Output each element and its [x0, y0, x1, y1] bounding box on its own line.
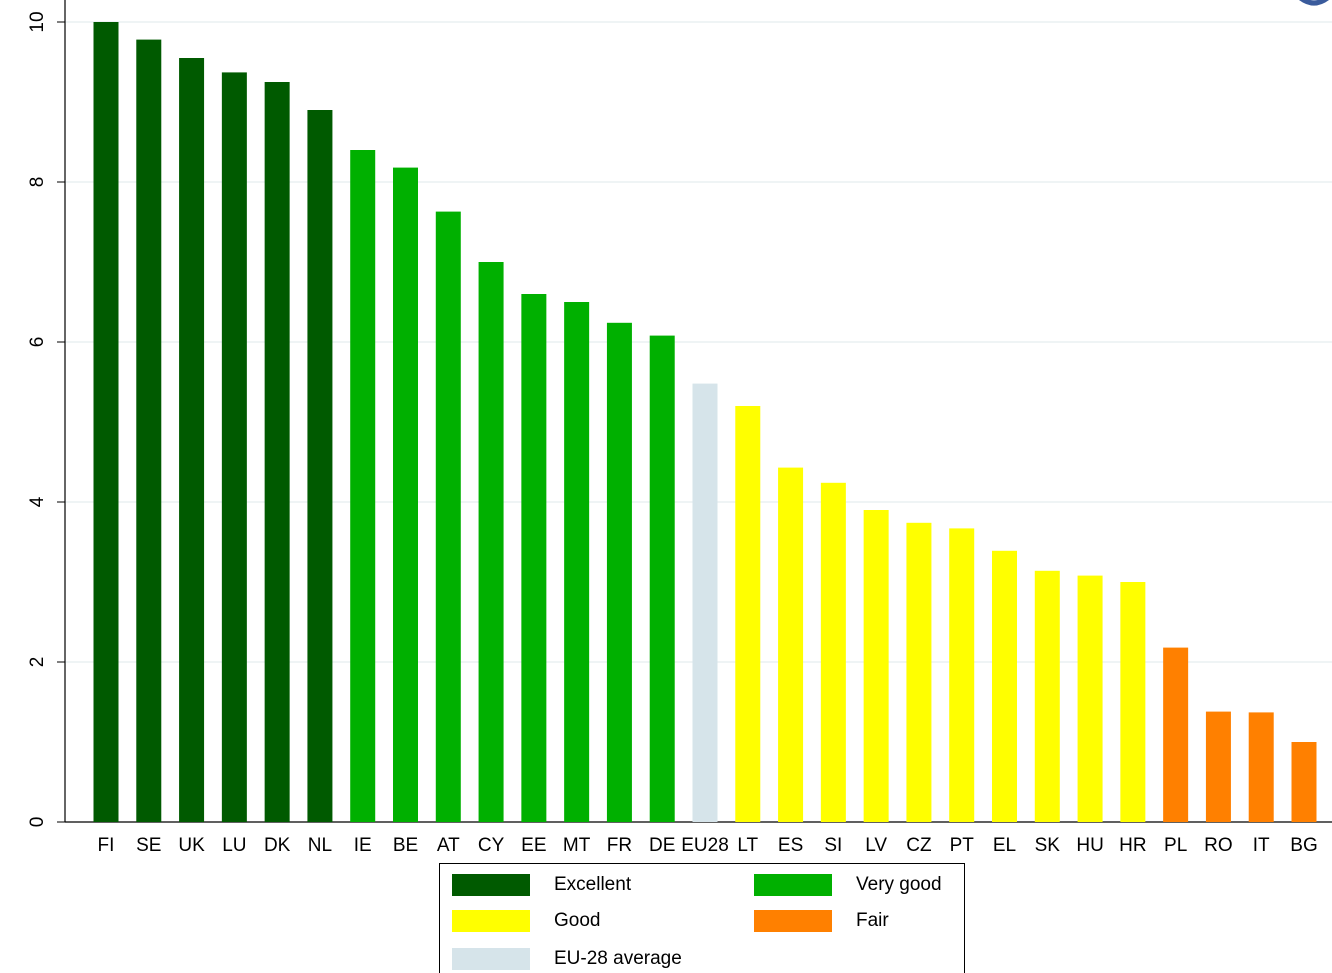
bar-cz [906, 522, 932, 822]
bar-ro [1205, 711, 1231, 822]
bar-lv [863, 510, 889, 822]
x-tick-label-nl: NL [308, 835, 332, 856]
legend-label-excellent: Excellent [554, 874, 632, 895]
x-tick-label-bg: BG [1290, 835, 1317, 856]
x-tick-label-at: AT [437, 835, 460, 856]
legend-swatch-very-good [754, 874, 832, 896]
x-tick-label-lu: LU [222, 835, 246, 856]
legend-item-very-good: Very good [754, 873, 942, 897]
bar-be [393, 167, 418, 823]
y-tick-label: 10 [27, 11, 48, 32]
y-tick-label: 2 [27, 657, 48, 668]
x-tick-label-be: BE [393, 835, 418, 856]
bar-fr [606, 322, 632, 822]
x-tick-label-si: SI [824, 835, 842, 856]
x-tick-label-ro: RO [1204, 835, 1233, 856]
x-tick-label-el: EL [993, 835, 1016, 856]
bar-es [778, 467, 804, 822]
x-tick-label-mt: MT [563, 835, 591, 856]
legend-label-fair: Fair [856, 910, 889, 931]
legend-item-good: Good [452, 909, 600, 933]
bar-fi [93, 22, 119, 822]
y-tick-label: 4 [27, 496, 48, 507]
legend-item-fair: Fair [754, 909, 889, 933]
x-tick-label-it: IT [1253, 835, 1270, 856]
y-tick-label: 0 [27, 817, 48, 828]
x-tick-label-lt: LT [737, 835, 758, 856]
x-tick-label-dk: DK [264, 835, 291, 856]
bar-hu [1077, 575, 1103, 822]
y-tick-label: 6 [27, 337, 48, 348]
bar-it [1248, 712, 1274, 822]
bar-cy [478, 262, 504, 822]
x-tick-label-hu: HU [1076, 835, 1103, 856]
bar-ie [350, 150, 376, 822]
bar-pl [1163, 647, 1189, 822]
legend-swatch-excellent [452, 874, 530, 896]
legend-label-eu28-average: EU-28 average [554, 948, 682, 969]
legend-label-very-good: Very good [856, 874, 942, 895]
bar-bg [1291, 742, 1317, 822]
bar-eu28 [692, 383, 718, 822]
bar-el [992, 550, 1017, 822]
x-tick-label-ie: IE [354, 835, 372, 856]
legend-label-good: Good [554, 910, 601, 931]
x-tick-label-se: SE [136, 835, 161, 856]
x-tick-label-pt: PT [950, 835, 975, 856]
bar-lu [221, 72, 247, 822]
bar-de [649, 335, 675, 822]
legend-item-excellent: Excellent [452, 873, 631, 897]
bar-pt [949, 528, 975, 822]
bar-at [435, 211, 461, 823]
bar-uk [179, 58, 205, 822]
x-tick-label-de: DE [649, 835, 675, 856]
legend-swatch-good [452, 910, 530, 932]
bar-mt [564, 302, 590, 822]
bars [93, 22, 1317, 823]
x-tick-label-ee: EE [521, 835, 546, 856]
bar-ee [521, 294, 547, 822]
legend-item-eu28-average: EU-28 average [452, 947, 682, 971]
bar-nl [307, 110, 333, 822]
bar-se [136, 39, 162, 823]
bar-hr [1120, 582, 1146, 822]
x-tick-label-eu28: EU28 [681, 835, 729, 856]
y-tick-label: 8 [27, 177, 48, 188]
x-tick-label-fr: FR [607, 835, 632, 856]
logo-fragment-icon [1299, 0, 1329, 6]
x-tick-label-hr: HR [1119, 835, 1146, 856]
x-tick-label-sk: SK [1035, 835, 1061, 856]
bar-sk [1034, 570, 1060, 822]
x-tick-label-es: ES [778, 835, 803, 856]
bar-dk [264, 82, 290, 822]
bar-lt [735, 406, 761, 822]
legend-swatch-eu28-average [452, 948, 530, 970]
x-tick-label-fi: FI [98, 835, 115, 856]
x-tick-label-pl: PL [1164, 835, 1187, 856]
x-tick-labels: FI SE UK LU DK NL IE BE AT CY EE MT FR DE EU28 LT ES SI LV… [98, 835, 1318, 856]
legend: Excellent Very good Good Fair EU-28 aver… [439, 863, 965, 973]
bar-si [820, 482, 846, 822]
x-tick-label-uk: UK [178, 835, 205, 856]
x-tick-label-lv: LV [865, 835, 887, 856]
x-tick-label-cy: CY [478, 835, 505, 856]
legend-swatch-fair [754, 910, 832, 932]
x-tick-label-cz: CZ [906, 835, 932, 856]
